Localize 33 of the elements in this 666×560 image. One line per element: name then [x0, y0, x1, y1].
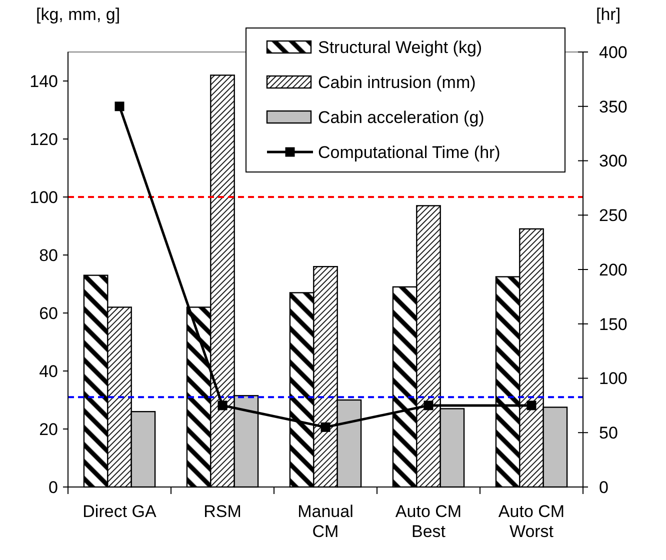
y2-tick-label: 350: [599, 97, 628, 116]
y-tick-label: 80: [39, 246, 58, 265]
point: [424, 400, 434, 410]
x-tick-label: Direct GA: [82, 502, 157, 521]
y-tick-label: 120: [30, 130, 58, 149]
y2-tick-label: 150: [599, 314, 628, 334]
x-tick-label: Auto CM Best: [395, 502, 462, 541]
point: [526, 400, 536, 410]
y-axis-title: [kg, mm, g]: [36, 5, 120, 24]
y2-tick-label: 250: [599, 206, 628, 226]
y2-tick-label: 300: [599, 152, 628, 171]
y-tick-label: 60: [39, 304, 58, 323]
y-tick-label: 40: [39, 362, 58, 381]
y-tick-label: 20: [39, 420, 58, 439]
y2-tick-label: 100: [599, 369, 628, 388]
x-tick-label: Manual CM: [298, 502, 354, 541]
point: [114, 102, 124, 112]
y-tick-label: 0: [48, 478, 58, 497]
y2-tick-label: 200: [599, 260, 628, 280]
y-tick-label: 140: [30, 72, 58, 91]
point: [320, 422, 330, 432]
point: [218, 400, 228, 410]
y-tick-label: 100: [30, 188, 58, 207]
y2-tick-label: 400: [599, 42, 628, 62]
x-tick-label: Auto CM Worst: [498, 502, 565, 541]
y2-tick-label: 0: [599, 478, 608, 497]
x-tick-label: RSM: [204, 502, 242, 521]
legend-label: Cabin acceleration (g): [318, 108, 484, 127]
legend-label: Computational Time (hr): [318, 142, 500, 162]
y2-tick-label: 50: [599, 424, 618, 443]
legend-label: Cabin intrusion (mm): [318, 72, 476, 92]
y2-axis-title: [hr]: [596, 5, 621, 24]
legend-label: Structural Weight (kg): [318, 38, 482, 57]
